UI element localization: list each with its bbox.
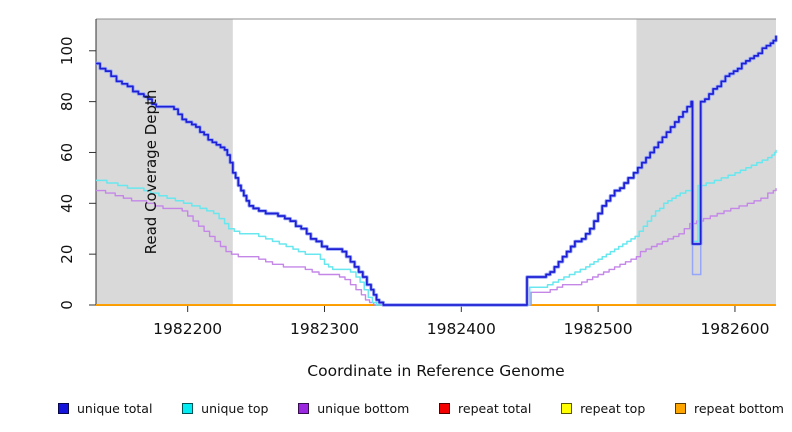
series-unique-top: [96, 149, 777, 306]
legend-swatch-unique-total: [58, 402, 69, 414]
x-tick-label: 1982500: [564, 320, 633, 338]
series-unique-bottom: [96, 188, 777, 306]
y-tick-label: 0: [58, 300, 76, 310]
legend-swatch-unique-bottom: [298, 402, 310, 414]
x-tick-label: 1982400: [427, 320, 496, 338]
coverage-notch-outline: [691, 243, 702, 276]
legend-label-unique-bottom: unique bottom: [317, 400, 410, 416]
y-tick-label: 40: [58, 194, 76, 213]
y-tick-label: 60: [58, 143, 76, 162]
legend-item-repeat-total: repeat total: [439, 401, 531, 416]
legend-item-unique-top: unique top: [182, 401, 268, 416]
legend-swatch-repeat-total: [439, 402, 451, 414]
series-unique-total: [96, 35, 777, 306]
x-tick-label: 1982300: [290, 320, 359, 338]
legend-label-repeat-top: repeat top: [580, 400, 646, 416]
legend-item-unique-bottom: unique bottom: [298, 401, 409, 416]
shaded-region-0: [96, 19, 233, 305]
legend-swatch-unique-top: [182, 402, 194, 414]
shaded-region-1: [636, 19, 776, 305]
legend-label-unique-top: unique top: [201, 400, 269, 416]
y-tick-label: 80: [58, 92, 76, 111]
y-axis-title: Read Coverage Depth: [142, 89, 160, 255]
y-tick-label: 100: [58, 36, 76, 65]
legend-label-unique-total: unique total: [77, 400, 153, 416]
legend-swatch-repeat-bottom: [675, 402, 686, 414]
legend: unique total unique top unique bottom repea…: [58, 397, 784, 419]
x-tick-label: 1982200: [153, 320, 222, 338]
legend-item-repeat-bottom: repeat bottom: [675, 401, 784, 416]
y-tick-label: 20: [58, 245, 76, 264]
legend-item-unique-total: unique total: [58, 401, 152, 416]
legend-swatch-repeat-top: [561, 402, 573, 414]
x-axis-title: Coordinate in Reference Genome: [307, 362, 565, 380]
legend-item-repeat-top: repeat top: [561, 401, 645, 416]
legend-label-repeat-bottom: repeat bottom: [694, 400, 784, 416]
x-tick-label: 1982600: [700, 320, 769, 338]
legend-label-repeat-total: repeat total: [458, 400, 532, 416]
